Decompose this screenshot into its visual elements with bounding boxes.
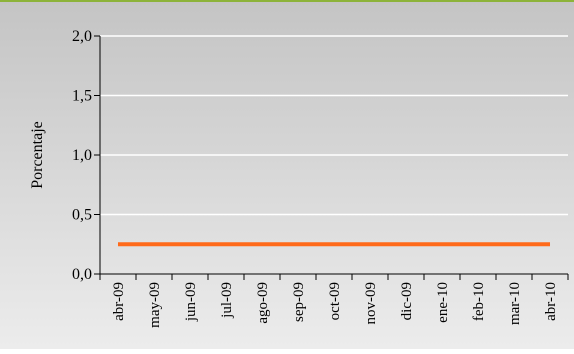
x-tick-label: oct-09 [327,282,343,320]
y-axis-label: Porcentaje [29,121,46,189]
x-tick-label: ene-10 [435,282,451,323]
x-tick-label: ago-09 [255,282,271,324]
y-tick-label: 0,0 [72,266,92,283]
x-tick-label: abr-09 [111,282,127,321]
y-tick-label: 1,5 [72,88,92,105]
x-tick-label: nov-09 [363,282,379,325]
x-tick-label: jul-09 [219,282,235,319]
x-tick-label: sep-09 [291,282,307,322]
y-tick-label: 0,5 [72,207,92,224]
x-tick-label: abr-10 [543,282,559,321]
x-tick-label: may-09 [147,282,163,328]
y-tick-label: 2,0 [72,28,92,45]
x-tick-label: jun-09 [183,282,199,322]
top-frame-line [0,0,574,2]
x-tick-label: mar-10 [507,282,523,325]
x-tick-label: dic-09 [399,282,415,320]
x-tick-label: feb-10 [471,282,487,321]
y-tick-label: 1,0 [72,147,92,164]
